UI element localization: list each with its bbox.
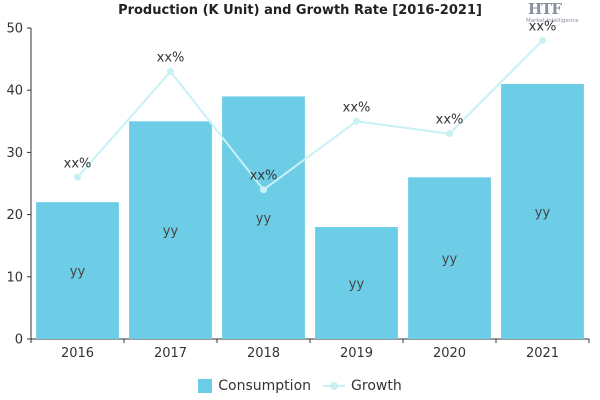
- growth-data-label: xx%: [529, 19, 557, 34]
- bar: [36, 202, 119, 339]
- growth-point: [167, 68, 174, 76]
- bar: [315, 227, 398, 339]
- legend-swatch-consumption: [198, 379, 213, 393]
- bar-data-label: yy: [163, 224, 179, 239]
- growth-data-label: xx%: [250, 169, 278, 184]
- x-tick-label: 2018: [247, 346, 280, 361]
- htf-logo: HTF Market Intelligence: [524, 0, 586, 30]
- growth-point: [74, 173, 81, 181]
- bar: [501, 83, 584, 339]
- growth-line: [76, 39, 544, 192]
- bar-data-label: yy: [349, 277, 365, 292]
- legend: Consumption Growth: [0, 378, 600, 394]
- bar: [222, 96, 305, 339]
- growth-point: [353, 117, 360, 125]
- legend-item-consumption[interactable]: Consumption: [198, 378, 311, 394]
- x-tick-label: 2019: [340, 346, 373, 361]
- growth-data-label: xx%: [157, 51, 185, 66]
- logo-subtitle: Market Intelligence: [526, 18, 579, 24]
- x-tick-label: 2017: [154, 346, 187, 361]
- growth-data-label: xx%: [436, 113, 464, 128]
- y-tick-label: 30: [6, 146, 23, 161]
- logo-text: HTF: [528, 0, 562, 18]
- y-tick-label: 10: [6, 270, 23, 285]
- bar-data-label: yy: [535, 205, 551, 220]
- growth-data-label: xx%: [343, 100, 371, 115]
- x-tick-label: 2020: [433, 346, 466, 361]
- bar-data-label: yy: [442, 252, 458, 267]
- legend-swatch-growth: [323, 379, 346, 393]
- growth-point: [446, 130, 453, 138]
- y-tick-label: 40: [6, 84, 23, 99]
- x-tick-label: 2021: [526, 346, 559, 361]
- bar: [408, 177, 491, 339]
- bar: [129, 121, 212, 339]
- y-tick-label: 20: [6, 208, 23, 223]
- bar-data-label: yy: [70, 265, 86, 280]
- y-tick-label: 50: [6, 22, 23, 37]
- y-tick-label: 0: [15, 333, 23, 348]
- growth-data-label: xx%: [64, 156, 92, 171]
- x-tick-label: 2016: [61, 346, 94, 361]
- bar-data-label: yy: [256, 212, 272, 227]
- legend-label-consumption: Consumption: [218, 378, 312, 394]
- growth-point: [260, 186, 267, 194]
- growth-point: [539, 36, 546, 44]
- legend-item-growth[interactable]: Growth: [323, 378, 402, 394]
- legend-label-growth: Growth: [351, 378, 402, 394]
- chart-title: Production (K Unit) and Growth Rate [201…: [118, 3, 482, 18]
